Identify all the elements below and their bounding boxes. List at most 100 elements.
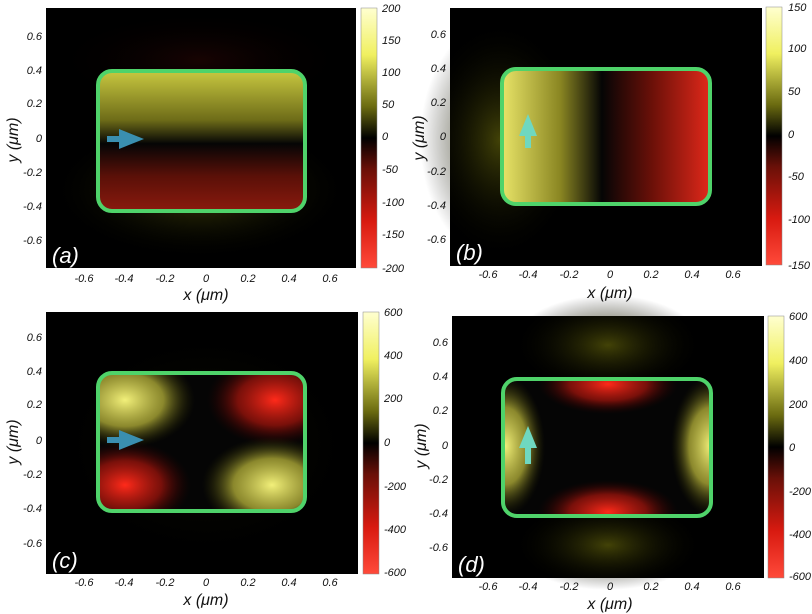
y-tick: 0.6	[27, 31, 43, 43]
x-tick: -0.6	[479, 581, 499, 593]
y-tick: -0.2	[23, 167, 42, 179]
x-tick: -0.2	[560, 269, 579, 281]
x-tick: -0.4	[519, 581, 538, 593]
panel-c: (c) 600 400 200 0 -200 -400 -600 0.6 0.4…	[5, 307, 407, 609]
x-tick: -0.4	[115, 273, 134, 285]
y-tick: 0.6	[433, 337, 449, 349]
x-tick: 0	[203, 273, 210, 285]
cb-tick: 150	[788, 2, 807, 14]
panel-c-colorbar	[362, 311, 380, 575]
panel-b-field	[502, 69, 710, 204]
panel-d-colorbar	[767, 315, 785, 579]
x-tick: -0.2	[560, 581, 579, 593]
y-tick: 0.6	[27, 332, 43, 344]
panel-c-boundary	[96, 371, 307, 513]
y-tick: -0.6	[23, 235, 43, 247]
cb-tick: -50	[788, 171, 805, 183]
y-tick: 0.4	[27, 366, 42, 378]
x-tick: 0.4	[281, 273, 296, 285]
x-tick: -0.2	[156, 577, 175, 589]
x-tick: 0.4	[684, 581, 699, 593]
cb-tick: -100	[788, 214, 811, 226]
panel-b-colorbar	[765, 6, 783, 266]
panel-b-arrow-icon	[519, 114, 537, 148]
x-tick: 0.4	[684, 269, 699, 281]
y-tick: 0.2	[27, 98, 42, 110]
y-tick: 0.2	[27, 399, 42, 411]
x-tick: 0.2	[240, 273, 255, 285]
y-tick: -0.4	[429, 508, 448, 520]
cb-tick: 0	[789, 442, 796, 454]
panel-d-y-axis-label: y (μm)	[413, 423, 430, 469]
x-tick: -0.4	[115, 577, 134, 589]
panel-a-colorbar	[360, 7, 378, 269]
cb-tick: 200	[788, 399, 808, 411]
x-tick: 0.2	[643, 269, 658, 281]
cb-tick: -200	[789, 486, 812, 498]
cb-tick: 600	[384, 307, 403, 319]
x-tick: 0.6	[725, 269, 741, 281]
x-tick: -0.6	[479, 269, 499, 281]
y-tick: -0.6	[23, 538, 43, 550]
cb-tick: 150	[382, 35, 401, 47]
cb-tick: 400	[384, 350, 403, 362]
y-tick: 0	[440, 131, 447, 143]
panel-a-y-axis-label: y (μm)	[5, 117, 22, 163]
panel-c-label: (c)	[52, 548, 78, 573]
panel-a-x-axis-label: x (μm)	[182, 287, 228, 304]
panel-a-y-ticks: 0.6 0.4 0.2 0 -0.2 -0.4 -0.6	[23, 31, 43, 247]
panel-c-y-ticks: 0.6 0.4 0.2 0 -0.2 -0.4 -0.6	[23, 332, 43, 550]
cb-tick: -400	[384, 524, 407, 536]
panel-b-y-axis-label: y (μm)	[411, 115, 428, 161]
cb-tick: 0	[788, 129, 795, 141]
panel-d-boundary	[501, 377, 713, 518]
x-tick: 0.2	[643, 581, 658, 593]
x-tick: 0.6	[322, 273, 338, 285]
panel-a-field	[98, 71, 305, 211]
panel-a-label: (a)	[52, 243, 79, 268]
cb-tick: 400	[789, 355, 808, 367]
x-tick: 0.6	[725, 581, 741, 593]
y-tick: -0.4	[23, 201, 42, 213]
cb-tick: -100	[382, 197, 405, 209]
cb-tick: -600	[789, 571, 812, 583]
cb-tick: -600	[384, 567, 407, 579]
y-tick: -0.4	[427, 200, 446, 212]
cb-tick: 0	[382, 131, 389, 143]
panel-c-x-axis-label: x (μm)	[182, 592, 228, 609]
panel-d-colorbar-ticks: 600 400 200 0 -200 -400 -600	[788, 311, 812, 583]
x-tick: 0.2	[240, 577, 255, 589]
y-tick: 0	[36, 133, 43, 145]
cb-tick: 200	[381, 3, 401, 15]
cb-tick: -200	[384, 481, 407, 493]
y-tick: -0.6	[427, 234, 447, 246]
y-tick: 0.6	[431, 29, 447, 41]
panel-b-label: (b)	[456, 240, 483, 265]
panel-b-y-ticks: 0.6 0.4 0.2 0 -0.2 -0.4 -0.6	[427, 29, 447, 246]
panel-d-x-axis-label: x (μm)	[586, 596, 632, 613]
y-tick: -0.2	[429, 474, 448, 486]
x-tick: 0.6	[322, 577, 338, 589]
x-tick: 0	[607, 269, 614, 281]
panel-a-colorbar-ticks: 200 150 100 50 0 -50 -100 -150 -200	[381, 3, 405, 275]
panel-b-colorbar-ticks: 150 100 50 0 -50 -100 -150	[788, 2, 811, 272]
x-tick: -0.2	[156, 273, 175, 285]
cb-tick: 100	[788, 43, 807, 55]
y-tick: 0.2	[431, 97, 446, 109]
panel-d-field	[503, 379, 711, 516]
cb-tick: -150	[788, 260, 811, 272]
y-tick: -0.2	[23, 469, 42, 481]
x-tick: -0.6	[75, 577, 95, 589]
y-tick: -0.6	[429, 542, 449, 554]
panel-c-colorbar-ticks: 600 400 200 0 -200 -400 -600	[383, 307, 407, 579]
panel-d-arrow-icon	[519, 426, 537, 464]
cb-tick: 200	[383, 393, 403, 405]
panel-c-y-axis-label: y (μm)	[5, 419, 22, 465]
panel-c-arrow-icon	[107, 430, 144, 450]
cb-tick: -150	[382, 229, 405, 241]
panel-d: (d) 600 400 200 0 -200 -400 -600 0.6 0.4…	[413, 295, 812, 613]
y-tick: 0.4	[431, 63, 446, 75]
panel-a-arrow-icon	[107, 129, 144, 149]
y-tick: 0.4	[27, 65, 42, 77]
panel-a: (a) 200 150 100 50 0 -50 -100 -150 -200 …	[5, 3, 405, 304]
